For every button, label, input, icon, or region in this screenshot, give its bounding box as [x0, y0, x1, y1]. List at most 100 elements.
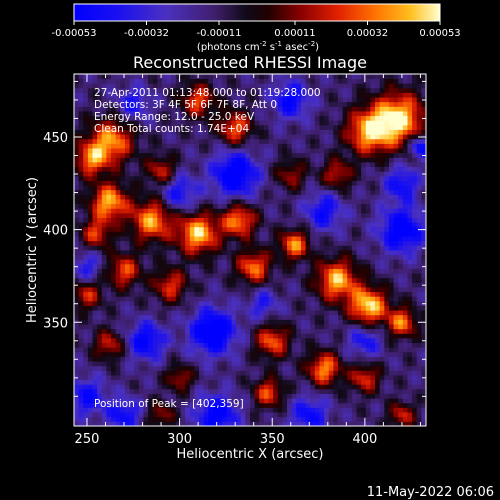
- heatmap-cell: [129, 263, 135, 269]
- heatmap-cell: [134, 148, 140, 154]
- heatmap-cell: [351, 421, 357, 426]
- heatmap-cell: [138, 97, 144, 103]
- heatmap-cell: [365, 361, 371, 367]
- heatmap-cell: [129, 393, 135, 399]
- heatmap-cell: [338, 342, 344, 348]
- heatmap-cell: [194, 398, 200, 404]
- heatmap-cell: [231, 379, 237, 385]
- heatmap-cell: [83, 101, 89, 107]
- heatmap-cell: [222, 106, 228, 112]
- heatmap-cell: [333, 101, 339, 107]
- heatmap-cell: [231, 291, 237, 297]
- heatmap-cell: [199, 240, 205, 246]
- heatmap-cell: [338, 129, 344, 135]
- heatmap-cell: [217, 194, 223, 200]
- heatmap-cell: [361, 111, 367, 117]
- heatmap-cell: [351, 212, 357, 218]
- heatmap-cell: [189, 412, 195, 418]
- heatmap-cell: [111, 314, 117, 320]
- heatmap-cell: [148, 189, 154, 195]
- heatmap-cell: [314, 263, 320, 269]
- heatmap-cell: [365, 245, 371, 251]
- heatmap-cell: [194, 379, 200, 385]
- heatmap-cell: [324, 347, 330, 353]
- heatmap-cell: [324, 180, 330, 186]
- heatmap-cell: [351, 388, 357, 394]
- heatmap-cell: [375, 393, 381, 399]
- heatmap-cell: [361, 212, 367, 218]
- heatmap-cell: [180, 328, 186, 334]
- heatmap-cell: [245, 148, 251, 154]
- heatmap-cell: [282, 342, 288, 348]
- heatmap-cell: [356, 124, 362, 130]
- heatmap-cell: [115, 124, 121, 130]
- heatmap-cell: [305, 310, 311, 316]
- heatmap-cell: [212, 143, 218, 149]
- heatmap-cell: [78, 379, 84, 385]
- heatmap-cell: [97, 379, 103, 385]
- heatmap-cell: [300, 171, 306, 177]
- heatmap-cell: [347, 203, 353, 209]
- heatmap-cell: [287, 421, 293, 426]
- heatmap-cell: [314, 106, 320, 112]
- heatmap-cell: [171, 208, 177, 214]
- heatmap-cell: [111, 134, 117, 140]
- heatmap-cell: [222, 120, 228, 126]
- heatmap-cell: [111, 375, 117, 381]
- heatmap-cell: [166, 87, 172, 93]
- heatmap-cell: [370, 296, 376, 302]
- heatmap-cell: [300, 203, 306, 209]
- heatmap-cell: [231, 273, 237, 279]
- heatmap-cell: [166, 129, 172, 135]
- heatmap-cell: [277, 370, 283, 376]
- heatmap-cell: [143, 74, 149, 80]
- heatmap-cell: [217, 305, 223, 311]
- heatmap-cell: [115, 412, 121, 418]
- heatmap-cell: [296, 314, 302, 320]
- heatmap-cell: [138, 83, 144, 89]
- heatmap-cell: [101, 83, 107, 89]
- heatmap-cell: [115, 314, 121, 320]
- heatmap-cell: [92, 120, 98, 126]
- heatmap-cell: [231, 143, 237, 149]
- heatmap-cell: [240, 384, 246, 390]
- heatmap-cell: [148, 166, 154, 172]
- heatmap-cell: [226, 124, 232, 130]
- heatmap-cell: [291, 222, 297, 228]
- heatmap-cell: [171, 421, 177, 426]
- heatmap-cell: [231, 115, 237, 121]
- heatmap-cell: [97, 134, 103, 140]
- heatmap-cell: [152, 171, 158, 177]
- heatmap-cell: [333, 143, 339, 149]
- heatmap-cell: [351, 328, 357, 334]
- heatmap-cell: [263, 291, 269, 297]
- heatmap-cell: [338, 78, 344, 84]
- heatmap-cell: [166, 310, 172, 316]
- heatmap-cell: [115, 319, 121, 325]
- heatmap-cell: [92, 171, 98, 177]
- heatmap-cell: [106, 356, 112, 362]
- heatmap-cell: [120, 185, 126, 191]
- heatmap-cell: [212, 379, 218, 385]
- heatmap-cell: [87, 347, 93, 353]
- heatmap-cell: [185, 402, 191, 408]
- heatmap-cell: [129, 111, 135, 117]
- heatmap-cell: [78, 356, 84, 362]
- heatmap-cell: [365, 305, 371, 311]
- heatmap-cell: [194, 157, 200, 163]
- heatmap-cell: [83, 365, 89, 371]
- heatmap-cell: [92, 282, 98, 288]
- heatmap-cell: [203, 134, 209, 140]
- heatmap-cell: [356, 263, 362, 269]
- heatmap-cell: [111, 287, 117, 293]
- heatmap-cell: [115, 115, 121, 121]
- heatmap-cell: [194, 338, 200, 344]
- heatmap-cell: [180, 254, 186, 260]
- heatmap-cell: [226, 407, 232, 413]
- heatmap-cell: [175, 148, 181, 154]
- heatmap-cell: [199, 129, 205, 135]
- heatmap-cell: [375, 347, 381, 353]
- heatmap-cell: [138, 398, 144, 404]
- heatmap-cell: [356, 254, 362, 260]
- heatmap-cell: [78, 250, 84, 256]
